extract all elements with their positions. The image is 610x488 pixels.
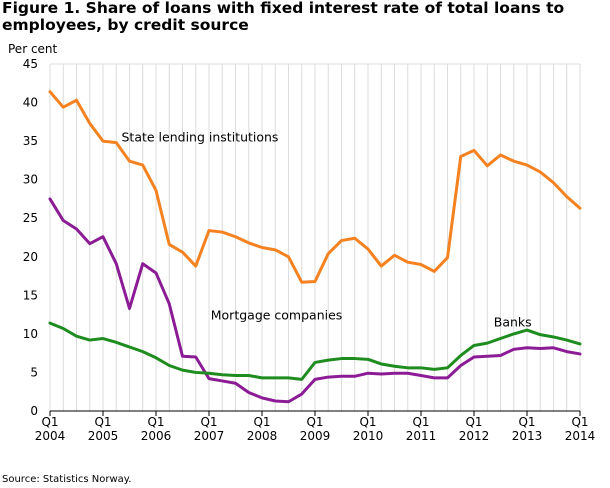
grid — [49, 63, 581, 411]
x-tick-label-year: 2013 — [512, 429, 543, 443]
y-tick-label: 5 — [30, 365, 38, 379]
x-tick-label-year: 2004 — [35, 429, 66, 443]
y-tick-label: 0 — [30, 404, 38, 418]
x-tick-label-year: 2005 — [88, 429, 119, 443]
y-tick-label: 35 — [23, 134, 38, 148]
y-tick-label: 15 — [23, 288, 38, 302]
x-tick-label-quarter: Q1 — [94, 415, 111, 429]
x-tick-label-year: 2011 — [406, 429, 437, 443]
x-tick-label-quarter: Q1 — [253, 415, 270, 429]
x-tick-label-quarter: Q1 — [359, 415, 376, 429]
y-tick-label: 10 — [23, 327, 38, 341]
x-tick-label-quarter: Q1 — [306, 415, 323, 429]
series-lines — [48, 90, 582, 404]
series-annotations: State lending institutions Mortgage compa… — [122, 129, 532, 329]
x-tick-label-year: 2006 — [141, 429, 172, 443]
series-annotation: State lending institutions — [122, 129, 279, 144]
series-line-state-lending-institutions — [48, 90, 582, 284]
series-line-mortgage-companies — [48, 197, 582, 404]
x-tick-label-quarter: Q1 — [147, 415, 164, 429]
y-tick-label: 25 — [23, 211, 38, 225]
y-tick-label: 45 — [23, 57, 38, 71]
x-tick-label-year: 2014 — [565, 429, 596, 443]
x-tick-label-year: 2012 — [459, 429, 490, 443]
x-tick-label-year: 2008 — [247, 429, 278, 443]
x-tick-label-quarter: Q1 — [41, 415, 58, 429]
x-tick-label-quarter: Q1 — [412, 415, 429, 429]
y-axis-unit-label: Per cent — [8, 42, 58, 56]
y-tick-label: 30 — [23, 173, 38, 187]
x-tick-label-year: 2010 — [353, 429, 384, 443]
x-tick-label-year: 2009 — [300, 429, 331, 443]
x-tick-label-quarter: Q1 — [465, 415, 482, 429]
x-tick-label-quarter: Q1 — [571, 415, 588, 429]
y-axis: 0 5 10 15 20 25 30 35 40 45 — [23, 57, 38, 418]
series-annotation: Banks — [494, 314, 532, 329]
source-note: Source: Statistics Norway. — [2, 474, 132, 485]
chart-title: Figure 1. Share of loans with fixed inte… — [2, 0, 565, 34]
series-line-banks — [48, 321, 582, 381]
y-tick-label: 40 — [23, 96, 38, 110]
x-tick-label-year: 2007 — [194, 429, 225, 443]
x-tick-label-quarter: Q1 — [518, 415, 535, 429]
y-tick-label: 20 — [23, 250, 38, 264]
series-annotation: Mortgage companies — [211, 308, 343, 323]
x-axis: Q12004Q12005Q12006Q12007Q12008Q12009Q120… — [35, 410, 596, 443]
x-tick-label-quarter: Q1 — [200, 415, 217, 429]
